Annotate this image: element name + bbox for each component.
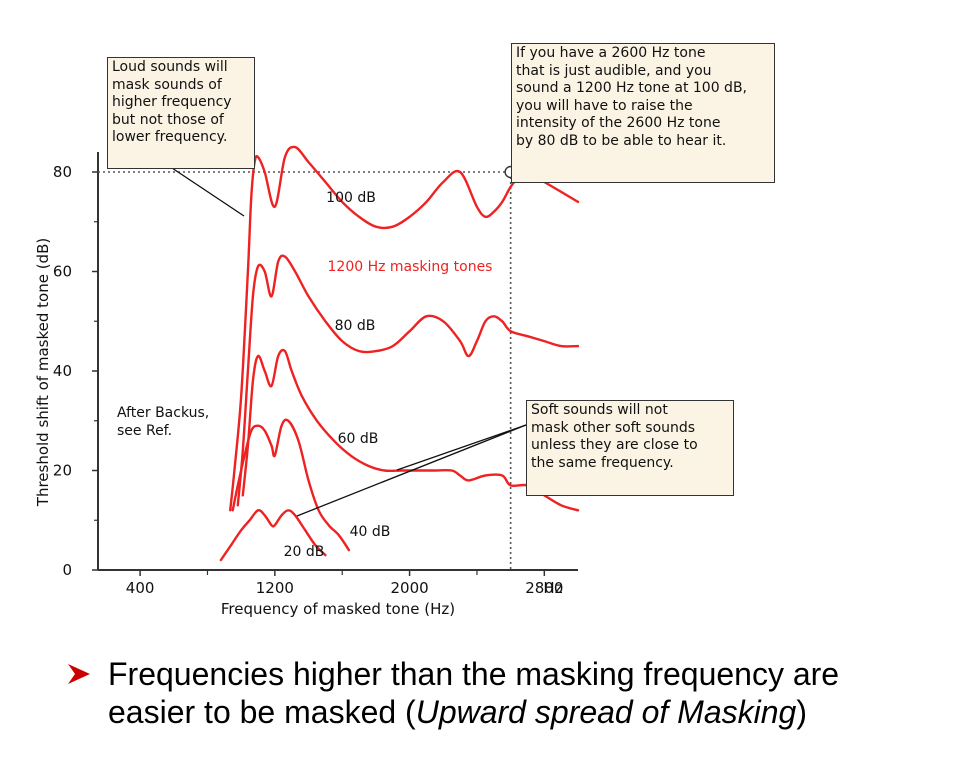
x-tick-label-400: 400 — [126, 579, 155, 597]
curve-40db — [231, 418, 351, 552]
y-tick-label-80: 80 — [53, 163, 72, 181]
callout-2600hz-tone: If you have a 2600 Hz tone that is just … — [511, 43, 775, 183]
x-axis-label: Frequency of masked tone (Hz) — [221, 600, 455, 618]
callout-soft-sounds: Soft sounds will not mask other soft sou… — [526, 400, 734, 496]
curves — [219, 145, 580, 562]
bullet-line-2: easier to be masked (Upward spread of Ma… — [108, 693, 968, 731]
x-tick-label-1200: 1200 — [256, 579, 294, 597]
leader-loud-sounds — [171, 167, 245, 217]
arrow-bullet-icon — [68, 664, 90, 684]
curve-label-100db: 100 dB — [326, 190, 376, 206]
y-axis-label: Threshold shift of masked tone (dB) — [34, 238, 52, 507]
y-tick-label-40: 40 — [53, 362, 72, 380]
bullet-text: Frequencies higher than the masking freq… — [108, 655, 968, 731]
x-unit-label: Hz — [543, 579, 562, 597]
leader-soft-sounds-b — [396, 424, 527, 471]
callout-loud-sounds: Loud sounds will mask sounds of higher f… — [107, 57, 255, 169]
y-tick-label-60: 60 — [53, 263, 72, 281]
callout-leaders — [171, 166, 527, 517]
x-tick-label-2800: 2800 — [525, 579, 563, 597]
leader-soft-sounds-a — [296, 424, 527, 517]
x-tick-label-2000: 2000 — [390, 579, 428, 597]
bullet-line-2-start: easier to be masked ( — [108, 694, 416, 730]
chart-labels: 100 dB 80 dB 60 dB 40 dB 20 dB 1200 Hz maskin… — [284, 190, 493, 560]
curve-80db — [236, 254, 580, 507]
source-note: After Backus, see Ref. — [117, 405, 210, 439]
curve-label-80db: 80 dB — [335, 318, 376, 334]
upward-spread-term: Upward spread of Masking — [415, 694, 797, 730]
curve-60db — [241, 348, 580, 512]
curve-100db — [229, 145, 580, 512]
masking-tones-label: 1200 Hz masking tones — [328, 259, 493, 275]
curve-label-20db: 20 dB — [284, 544, 325, 560]
y-tick-label-20: 20 — [53, 462, 72, 480]
reference-lines — [98, 165, 517, 570]
y-tick-label-0: 0 — [62, 561, 72, 579]
bullet-line-1: Frequencies higher than the masking freq… — [108, 656, 840, 692]
bullet-line-2-end: ) — [796, 694, 807, 730]
curve-label-60db: 60 dB — [338, 431, 379, 447]
curve-20db — [219, 508, 327, 562]
curve-label-40db: 40 dB — [350, 524, 391, 540]
